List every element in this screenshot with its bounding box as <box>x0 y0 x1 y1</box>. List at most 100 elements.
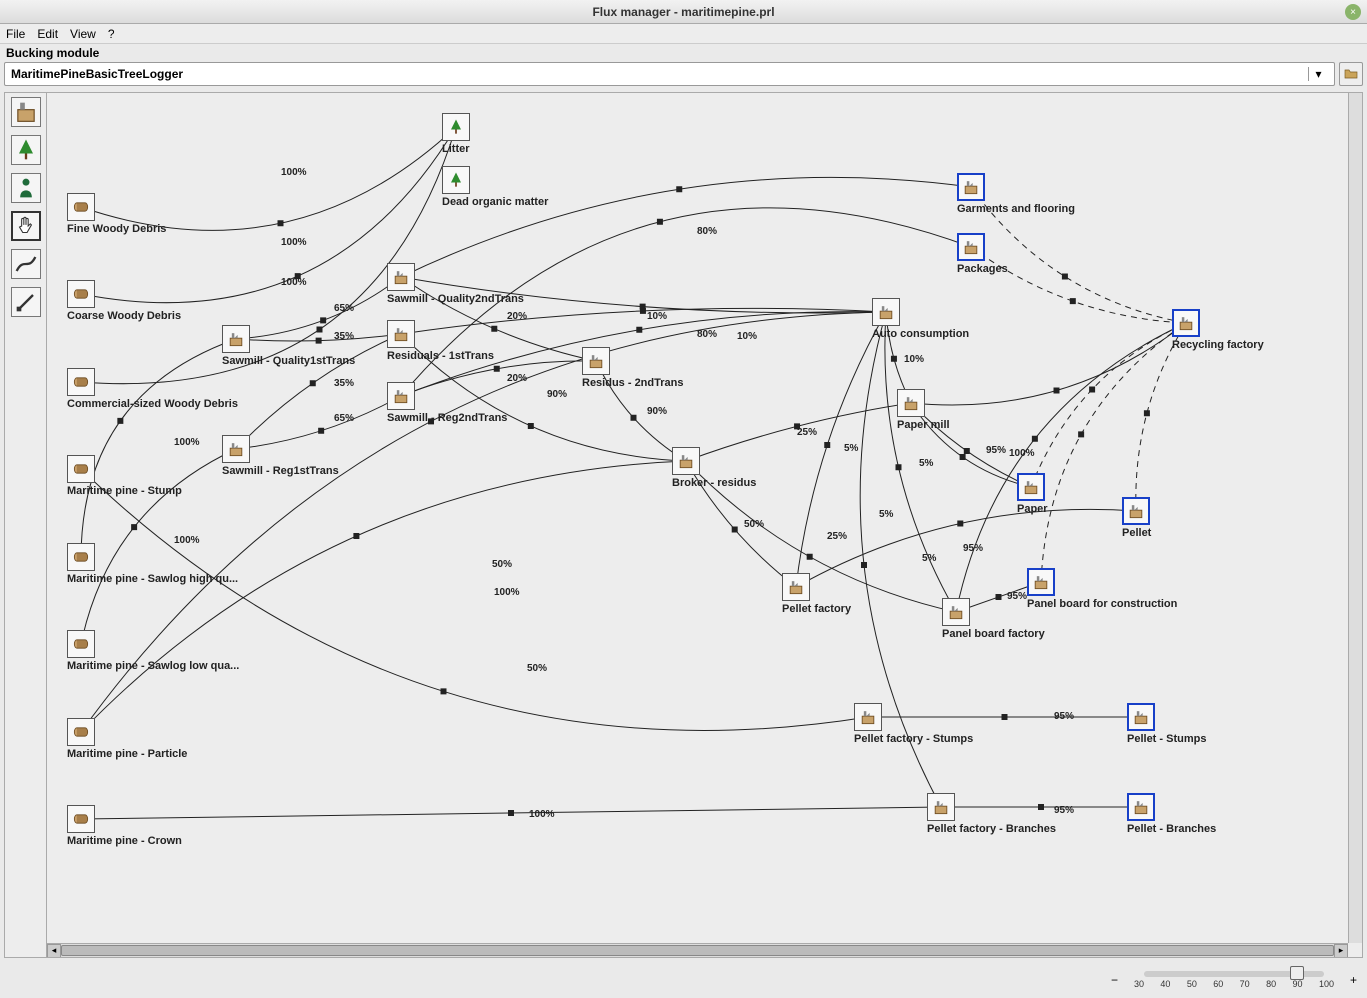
node-label: Pellet factory - Stumps <box>854 733 973 745</box>
node-auto[interactable]: Auto consumption <box>872 298 969 340</box>
node-recy[interactable]: Recycling factory <box>1172 309 1264 351</box>
node-pbc[interactable]: Panel board for construction <box>1027 568 1177 610</box>
edge-label: 25% <box>795 427 819 438</box>
zoom-plus[interactable]: + <box>1350 973 1357 987</box>
edge-label: 95% <box>984 445 1008 456</box>
edge-label: 5% <box>842 443 860 454</box>
node-paper[interactable]: Paper <box>1017 473 1048 515</box>
node-broker[interactable]: Broker - residus <box>672 447 756 489</box>
node-sr2[interactable]: Sawmill - Reg2ndTrans <box>387 382 507 424</box>
edge-label: 100% <box>279 167 309 178</box>
node-icon <box>67 630 95 658</box>
zoom-tick: 100 <box>1319 979 1334 989</box>
node-part[interactable]: Maritime pine - Particle <box>67 718 187 760</box>
tool-tree[interactable] <box>11 135 41 165</box>
node-label: Litter <box>442 143 470 155</box>
hscroll-thumb[interactable] <box>61 945 1334 956</box>
hscroll-track[interactable] <box>61 944 1334 957</box>
node-icon <box>957 233 985 261</box>
edge-label: 100% <box>279 237 309 248</box>
menu-bar: File Edit View ? <box>0 24 1367 44</box>
node-sawhi[interactable]: Maritime pine - Sawlog high qu... <box>67 543 238 585</box>
hscroll-right-arrow[interactable]: ▸ <box>1334 944 1348 958</box>
node-label: Commercial-sized Woody Debris <box>67 398 238 410</box>
edge-label: 35% <box>332 331 356 342</box>
edge-label: 25% <box>825 531 849 542</box>
zoom-slider[interactable]: 30405060708090100 <box>1124 971 1344 989</box>
edge-label: 95% <box>1052 711 1076 722</box>
node-icon <box>387 320 415 348</box>
node-dom[interactable]: Dead organic matter <box>442 166 548 208</box>
tool-anchor[interactable] <box>11 287 41 317</box>
node-litter[interactable]: Litter <box>442 113 470 155</box>
edge-label: 100% <box>492 587 522 598</box>
folder-icon <box>1343 66 1359 82</box>
node-cswd[interactable]: Commercial-sized Woody Debris <box>67 368 238 410</box>
zoom-tick: 90 <box>1293 979 1303 989</box>
node-icon <box>1172 309 1200 337</box>
menu-help[interactable]: ? <box>108 27 115 41</box>
diagram-canvas[interactable]: Fine Woody Debris Coarse Woody Debris Comm… <box>47 93 1348 943</box>
node-pels[interactable]: Pellet - Stumps <box>1127 703 1206 745</box>
node-label: Dead organic matter <box>442 196 548 208</box>
edge-label: 50% <box>525 663 549 674</box>
tool-edge[interactable] <box>11 249 41 279</box>
node-pfs[interactable]: Pellet factory - Stumps <box>854 703 973 745</box>
menu-edit[interactable]: Edit <box>37 27 58 41</box>
open-folder-button[interactable] <box>1339 62 1363 86</box>
node-crown[interactable]: Maritime pine - Crown <box>67 805 182 847</box>
node-icon <box>67 280 95 308</box>
node-icon <box>1027 568 1055 596</box>
node-label: Maritime pine - Crown <box>67 835 182 847</box>
node-label: Auto consumption <box>872 328 969 340</box>
menu-file[interactable]: File <box>6 27 25 41</box>
node-pmill[interactable]: Paper mill <box>897 389 950 431</box>
node-pfact[interactable]: Pellet factory <box>782 573 851 615</box>
module-select[interactable]: MaritimePineBasicTreeLogger ▾ <box>4 62 1335 86</box>
window-close-button[interactable]: × <box>1345 4 1361 20</box>
edge-label: 20% <box>505 373 529 384</box>
edge-label: 80% <box>695 329 719 340</box>
horizontal-scrollbar[interactable]: ◂ ▸ <box>47 943 1348 957</box>
node-label: Residus - 2ndTrans <box>582 377 683 389</box>
node-sq2[interactable]: Sawmill - Quality2ndTrans <box>387 263 524 305</box>
zoom-tick: 60 <box>1213 979 1223 989</box>
hscroll-left-arrow[interactable]: ◂ <box>47 944 61 958</box>
node-res2[interactable]: Residus - 2ndTrans <box>582 347 683 389</box>
node-label: Maritime pine - Sawlog low qua... <box>67 660 239 672</box>
tool-person[interactable] <box>11 173 41 203</box>
edge-label: 100% <box>172 535 202 546</box>
zoom-tick: 80 <box>1266 979 1276 989</box>
edge-label: 95% <box>1005 591 1029 602</box>
node-garm[interactable]: Garments and flooring <box>957 173 1075 215</box>
node-cwd[interactable]: Coarse Woody Debris <box>67 280 181 322</box>
zoom-ticks: 30405060708090100 <box>1134 979 1334 989</box>
tool-factory[interactable] <box>11 97 41 127</box>
node-sawlo[interactable]: Maritime pine - Sawlog low qua... <box>67 630 239 672</box>
footer: − 30405060708090100 + <box>0 962 1367 998</box>
edge-label: 95% <box>961 543 985 554</box>
tool-hand[interactable] <box>11 211 41 241</box>
node-pellet[interactable]: Pellet <box>1122 497 1151 539</box>
edge-label: 65% <box>332 303 356 314</box>
node-pfb[interactable]: Pellet factory - Branches <box>927 793 1056 835</box>
node-label: Broker - residus <box>672 477 756 489</box>
node-res1[interactable]: Residuals - 1stTrans <box>387 320 494 362</box>
node-pack[interactable]: Packages <box>957 233 1008 275</box>
node-icon <box>957 173 985 201</box>
node-icon <box>67 805 95 833</box>
node-stump[interactable]: Maritime pine - Stump <box>67 455 182 497</box>
node-pelb[interactable]: Pellet - Branches <box>1127 793 1216 835</box>
zoom-slider-thumb[interactable] <box>1290 966 1304 980</box>
edge-label: 90% <box>545 389 569 400</box>
edge-label: 100% <box>527 809 557 820</box>
node-sr1[interactable]: Sawmill - Reg1stTrans <box>222 435 339 477</box>
zoom-tick: 70 <box>1240 979 1250 989</box>
menu-view[interactable]: View <box>70 27 96 41</box>
node-fwd[interactable]: Fine Woody Debris <box>67 193 166 235</box>
window-title: Flux manager - maritimepine.prl <box>592 5 774 19</box>
vertical-scrollbar[interactable] <box>1348 93 1362 943</box>
module-dropdown-icon[interactable]: ▾ <box>1308 67 1328 81</box>
zoom-minus[interactable]: − <box>1111 973 1118 987</box>
node-icon <box>387 382 415 410</box>
